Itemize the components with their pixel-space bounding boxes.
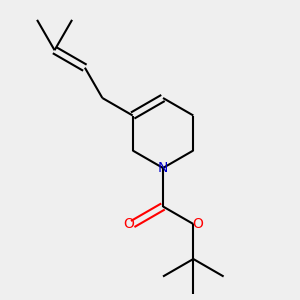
Text: O: O bbox=[123, 217, 134, 231]
Text: N: N bbox=[158, 161, 168, 175]
Text: O: O bbox=[192, 217, 203, 231]
